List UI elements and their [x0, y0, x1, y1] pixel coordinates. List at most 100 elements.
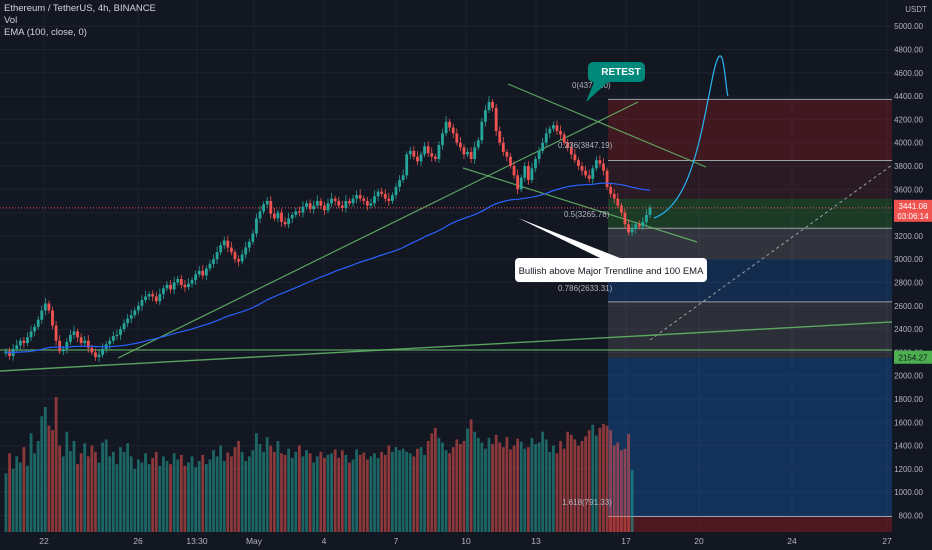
- volume-bar: [201, 454, 205, 532]
- candle-body: [552, 125, 555, 129]
- candle-body: [512, 166, 516, 176]
- volume-bar: [97, 462, 101, 532]
- candle-body: [194, 274, 198, 281]
- volume-bar: [33, 453, 37, 532]
- price-tick-label: 4000.00: [894, 139, 923, 148]
- candle-body: [26, 337, 29, 344]
- candle-body: [47, 303, 51, 311]
- candle-body: [330, 198, 333, 204]
- bullish-callout-pointer: [518, 218, 620, 258]
- volume-bar: [233, 447, 237, 532]
- volume-bar: [326, 454, 330, 532]
- rising-trendline: [117, 101, 639, 359]
- volume-bar: [419, 447, 423, 532]
- price-tick-label: 3600.00: [894, 185, 923, 194]
- volume-bar: [376, 457, 380, 532]
- volume-bar: [569, 434, 573, 532]
- volume-bar: [162, 456, 165, 532]
- volume-bar: [480, 442, 484, 532]
- volume-bar: [247, 456, 251, 532]
- candle-body: [458, 142, 462, 148]
- volume-bar: [358, 454, 362, 532]
- symbol-title[interactable]: Ethereum / TetherUS, 4h, BINANCE: [4, 3, 156, 14]
- volume-bar: [122, 451, 126, 532]
- volume-bar: [133, 468, 137, 532]
- volume-bar: [351, 459, 355, 532]
- candle-body: [577, 160, 580, 166]
- ema-line: [5, 182, 651, 354]
- time-tick-label: 22: [39, 536, 49, 546]
- time-axis-bg: [0, 532, 932, 550]
- volume-bar: [265, 437, 269, 532]
- candle-body: [441, 133, 444, 146]
- candle-body: [516, 175, 520, 190]
- price-tick-label: 1000.00: [894, 488, 923, 497]
- price-tick-label: 5000.00: [894, 22, 923, 31]
- volume-bar: [594, 435, 598, 532]
- volume-bar: [58, 445, 62, 532]
- volume-bar: [315, 456, 319, 532]
- volume-bar: [197, 461, 201, 532]
- candle-body: [326, 203, 330, 211]
- candle-body: [76, 331, 79, 338]
- candle-body: [215, 252, 219, 260]
- candle-body: [408, 150, 412, 155]
- fib-label: 0.5(3265.78): [564, 210, 610, 219]
- volume-bar: [83, 443, 87, 532]
- volume-bar: [237, 440, 240, 532]
- volume-bar: [423, 454, 426, 532]
- volume-bar: [280, 453, 283, 532]
- volume-bar: [283, 454, 287, 532]
- candle-body: [648, 207, 652, 215]
- volume-bar: [441, 442, 444, 532]
- volume-bar: [194, 467, 198, 532]
- volume-bar: [627, 434, 630, 532]
- candle-body: [594, 160, 598, 169]
- candle-body: [391, 195, 394, 201]
- candle-body: [308, 203, 312, 210]
- candle-body: [294, 211, 298, 215]
- lower-channel-line: [462, 167, 698, 243]
- candle-body: [619, 205, 623, 213]
- volume-bar: [537, 442, 541, 532]
- volume-bar: [51, 430, 54, 532]
- candle-body: [623, 212, 627, 225]
- candle-body: [154, 296, 158, 302]
- volume-bar: [11, 468, 15, 532]
- ema-indicator-label[interactable]: EMA (100, close, 0): [4, 27, 87, 38]
- annotations: 0(4371.50) 0.236(3847.19) 0.5(3265.78) 0.78…: [515, 55, 729, 507]
- volume-bar: [509, 449, 512, 532]
- volume-bar: [22, 447, 26, 532]
- volume-bar: [330, 453, 333, 532]
- candle-body: [247, 241, 251, 248]
- price-axis-bg: [892, 0, 932, 550]
- countdown-value: 03:06:14: [897, 212, 929, 221]
- volume-indicator-label[interactable]: Vol: [4, 15, 18, 26]
- price-tick-label: 1600.00: [894, 418, 923, 427]
- volume-bar: [129, 456, 133, 532]
- volume-bar: [519, 441, 523, 532]
- volume-bar: [29, 433, 33, 532]
- volume-bar: [86, 456, 90, 532]
- volume-bar: [290, 457, 294, 532]
- volume-bar: [208, 459, 212, 532]
- volume-bar: [54, 397, 58, 532]
- volume-bar: [383, 454, 387, 532]
- candle-body: [369, 203, 373, 206]
- volume-bar: [126, 443, 130, 532]
- volume-bar: [584, 436, 587, 532]
- candle-body: [115, 334, 119, 337]
- volume-bar: [226, 452, 230, 532]
- candle-body: [412, 150, 416, 157]
- volume-bar: [623, 448, 627, 532]
- volume-bar: [344, 454, 348, 532]
- candle-body: [176, 279, 180, 283]
- candle-body: [315, 200, 319, 206]
- candle-body: [423, 146, 426, 155]
- volume-bar: [287, 448, 291, 532]
- candle-body: [580, 166, 584, 171]
- candle-body: [555, 125, 559, 132]
- volume-bar: [612, 445, 616, 532]
- volume-bar: [391, 451, 394, 532]
